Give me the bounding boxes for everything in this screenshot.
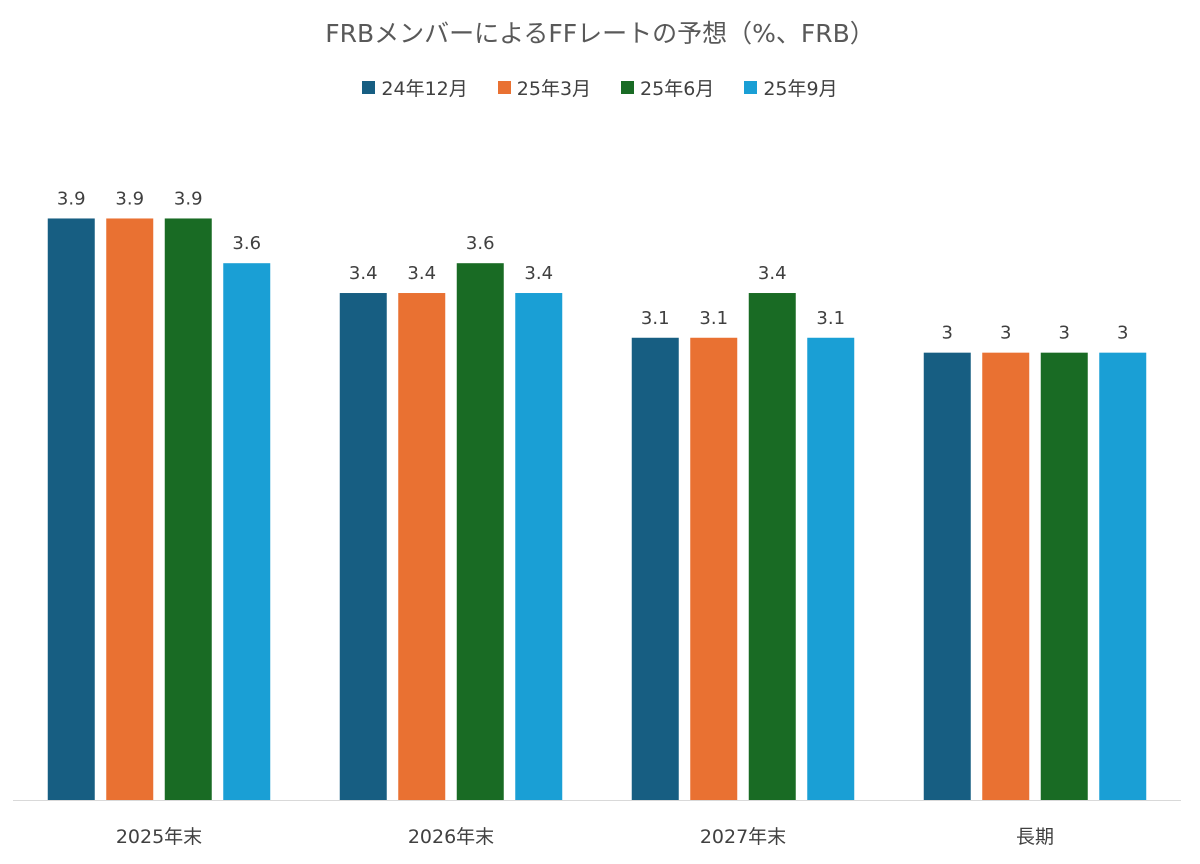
category-label: 2027年末 [700, 826, 786, 848]
bar [807, 337, 855, 800]
data-label: 3.4 [407, 263, 436, 284]
bar [339, 293, 387, 800]
chart-title: FRBメンバーによるFFレートの予想（%、FRB） [325, 19, 875, 48]
bar [398, 293, 446, 800]
legend-item: 25年6月 [621, 74, 714, 101]
data-label: 3 [1117, 323, 1128, 344]
data-label: 3.9 [115, 188, 144, 209]
legend-item: 24年12月 [362, 74, 468, 101]
legend-swatch [497, 81, 511, 94]
legend-item: 25年3月 [497, 74, 592, 101]
bar [690, 337, 738, 800]
bar [47, 218, 95, 800]
legend-label: 25年9月 [763, 78, 838, 100]
legend-swatch [362, 81, 376, 94]
bar [164, 218, 212, 800]
data-label: 3.1 [816, 308, 845, 329]
data-label: 3.1 [641, 308, 670, 329]
legend-swatch [621, 81, 635, 94]
legend: 24年12月 25年3月 25年6月 25年9月 [0, 74, 1200, 101]
bar [982, 352, 1030, 800]
data-label: 3.4 [524, 263, 553, 284]
legend-item: 25年9月 [744, 74, 838, 101]
category-label: 2026年末 [408, 826, 494, 848]
data-label: 3 [942, 323, 953, 344]
bar [1040, 352, 1088, 800]
data-label: 3.6 [232, 233, 261, 254]
legend-swatch [744, 81, 758, 94]
category-label: 2025年末 [116, 826, 202, 848]
data-label: 3.4 [758, 263, 787, 284]
bar [106, 218, 154, 800]
bar [456, 263, 504, 800]
category-label: 長期 [1016, 826, 1054, 848]
legend-label: 24年12月 [381, 78, 468, 100]
data-label: 3 [1059, 323, 1070, 344]
data-label: 3.9 [174, 188, 203, 209]
bar [748, 293, 796, 800]
bar [631, 337, 679, 800]
data-label: 3.6 [466, 233, 495, 254]
data-label: 3.4 [349, 263, 378, 284]
bar [1099, 352, 1147, 800]
legend-label: 25年6月 [640, 78, 715, 100]
data-label: 3.9 [57, 188, 86, 209]
data-label: 3.1 [699, 308, 728, 329]
legend-label: 25年3月 [516, 78, 592, 100]
bar [923, 352, 971, 800]
data-label: 3 [1000, 323, 1011, 344]
bar [515, 293, 563, 800]
bar [223, 263, 271, 800]
